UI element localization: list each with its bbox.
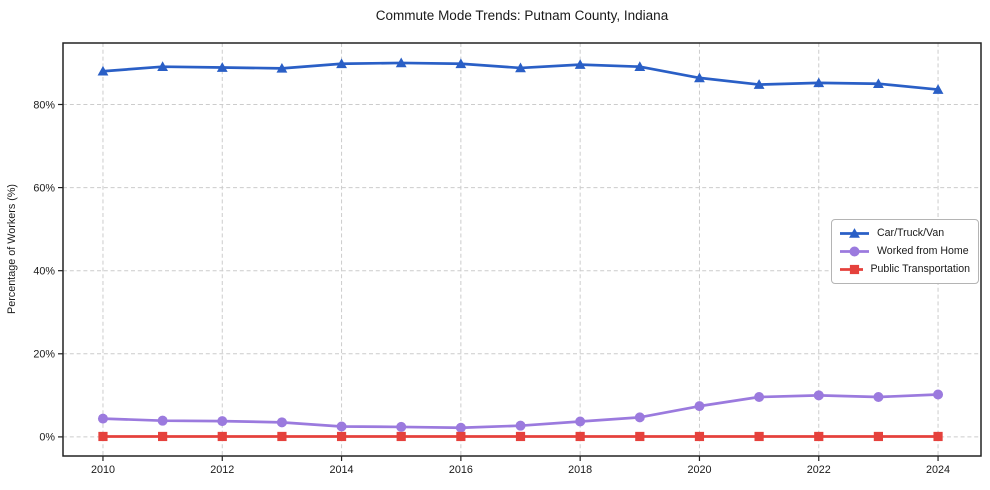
axis-ticks — [58, 103, 939, 461]
legend-item-label: Public Transportation — [870, 263, 970, 275]
y-tick-label: 60% — [33, 182, 55, 194]
circle-marker-icon — [873, 392, 884, 402]
triangle-marker-icon — [515, 62, 526, 73]
y-tick-label: 0% — [39, 432, 55, 444]
x-tick-label: 2014 — [330, 464, 354, 476]
legend-item-label: Worked from Home — [877, 245, 969, 257]
y-axis-label: Percentage of Workers (%) — [6, 184, 18, 314]
circle-marker-icon — [694, 401, 705, 412]
circle-marker-icon — [515, 420, 526, 431]
x-tick-label: 2018 — [568, 464, 592, 476]
square-marker-icon — [217, 431, 227, 442]
chart-title: Commute Mode Trends: Putnam County, Indi… — [376, 8, 669, 23]
triangle-marker-icon — [813, 77, 825, 88]
x-tick-label: 2022 — [807, 464, 831, 476]
triangle-marker-icon — [932, 84, 944, 94]
circle-marker-icon — [276, 417, 287, 428]
legend-square-swatch-icon — [840, 264, 864, 275]
series-worked-from-home — [97, 389, 944, 433]
circle-marker-icon — [396, 421, 407, 432]
square-marker-icon — [98, 431, 108, 442]
circle-marker-icon — [336, 421, 347, 432]
legend-triangle-swatch-icon — [840, 228, 869, 238]
triangle-marker-icon — [574, 59, 586, 69]
square-marker-icon — [635, 431, 645, 442]
square-marker-icon — [694, 431, 705, 442]
triangle-marker-icon — [276, 62, 288, 73]
circle-marker-icon — [933, 389, 944, 400]
circle-marker-icon — [157, 415, 168, 426]
y-tick-label: 20% — [33, 349, 55, 361]
circle-marker-icon — [754, 392, 765, 402]
triangle-marker-icon — [634, 61, 646, 71]
square-marker-icon — [933, 431, 943, 442]
triangle-marker-icon — [849, 228, 860, 238]
square-marker-icon — [849, 264, 860, 275]
circle-marker-icon — [455, 422, 466, 433]
legend-item: Public Transportation — [839, 263, 970, 276]
triangle-marker-icon — [97, 65, 109, 76]
series-public-transportation — [98, 431, 943, 442]
y-tick-label: 40% — [33, 265, 55, 277]
triangle-marker-icon — [873, 78, 884, 89]
x-tick-label: 2020 — [687, 464, 711, 476]
circle-marker-icon — [813, 390, 824, 401]
legend-circle-swatch-icon — [840, 246, 869, 257]
circle-marker-icon — [575, 416, 586, 427]
series-car-truck-van — [97, 57, 944, 94]
x-tick-label: 2024 — [926, 464, 950, 476]
legend-item: Worked from Home — [839, 245, 970, 258]
square-marker-icon — [456, 431, 466, 442]
triangle-marker-icon — [216, 62, 228, 72]
square-marker-icon — [277, 431, 287, 442]
data-series — [97, 57, 944, 442]
legend-item-label: Car/Truck/Van — [877, 227, 945, 239]
triangle-marker-icon — [455, 58, 467, 69]
circle-marker-icon — [217, 416, 228, 427]
square-marker-icon — [515, 431, 526, 442]
square-marker-icon — [396, 431, 406, 442]
triangle-marker-icon — [157, 61, 169, 71]
triangle-marker-icon — [336, 58, 347, 69]
circle-marker-icon — [97, 413, 108, 424]
square-marker-icon — [158, 431, 168, 442]
legend: Car/Truck/Van Worked from Home Public Tran… — [831, 219, 979, 284]
square-marker-icon — [814, 431, 824, 442]
x-tick-label: 2010 — [91, 464, 115, 476]
square-marker-icon — [336, 431, 347, 442]
x-tick-label: 2012 — [210, 464, 234, 476]
circle-marker-icon — [849, 246, 860, 257]
circle-marker-icon — [634, 412, 645, 423]
triangle-marker-icon — [694, 72, 705, 83]
square-marker-icon — [575, 431, 585, 442]
y-tick-label: 80% — [33, 99, 55, 111]
square-marker-icon — [754, 431, 764, 442]
triangle-marker-icon — [395, 57, 407, 68]
square-marker-icon — [873, 431, 884, 442]
legend-item: Car/Truck/Van — [839, 227, 970, 240]
tick-labels: 0% 20% 40% 60% 80% 2010 2012 2014 2016 2018 2020 20… — [33, 99, 950, 476]
triangle-marker-icon — [753, 79, 765, 89]
x-tick-label: 2016 — [449, 464, 473, 476]
plot-border — [62, 42, 982, 457]
